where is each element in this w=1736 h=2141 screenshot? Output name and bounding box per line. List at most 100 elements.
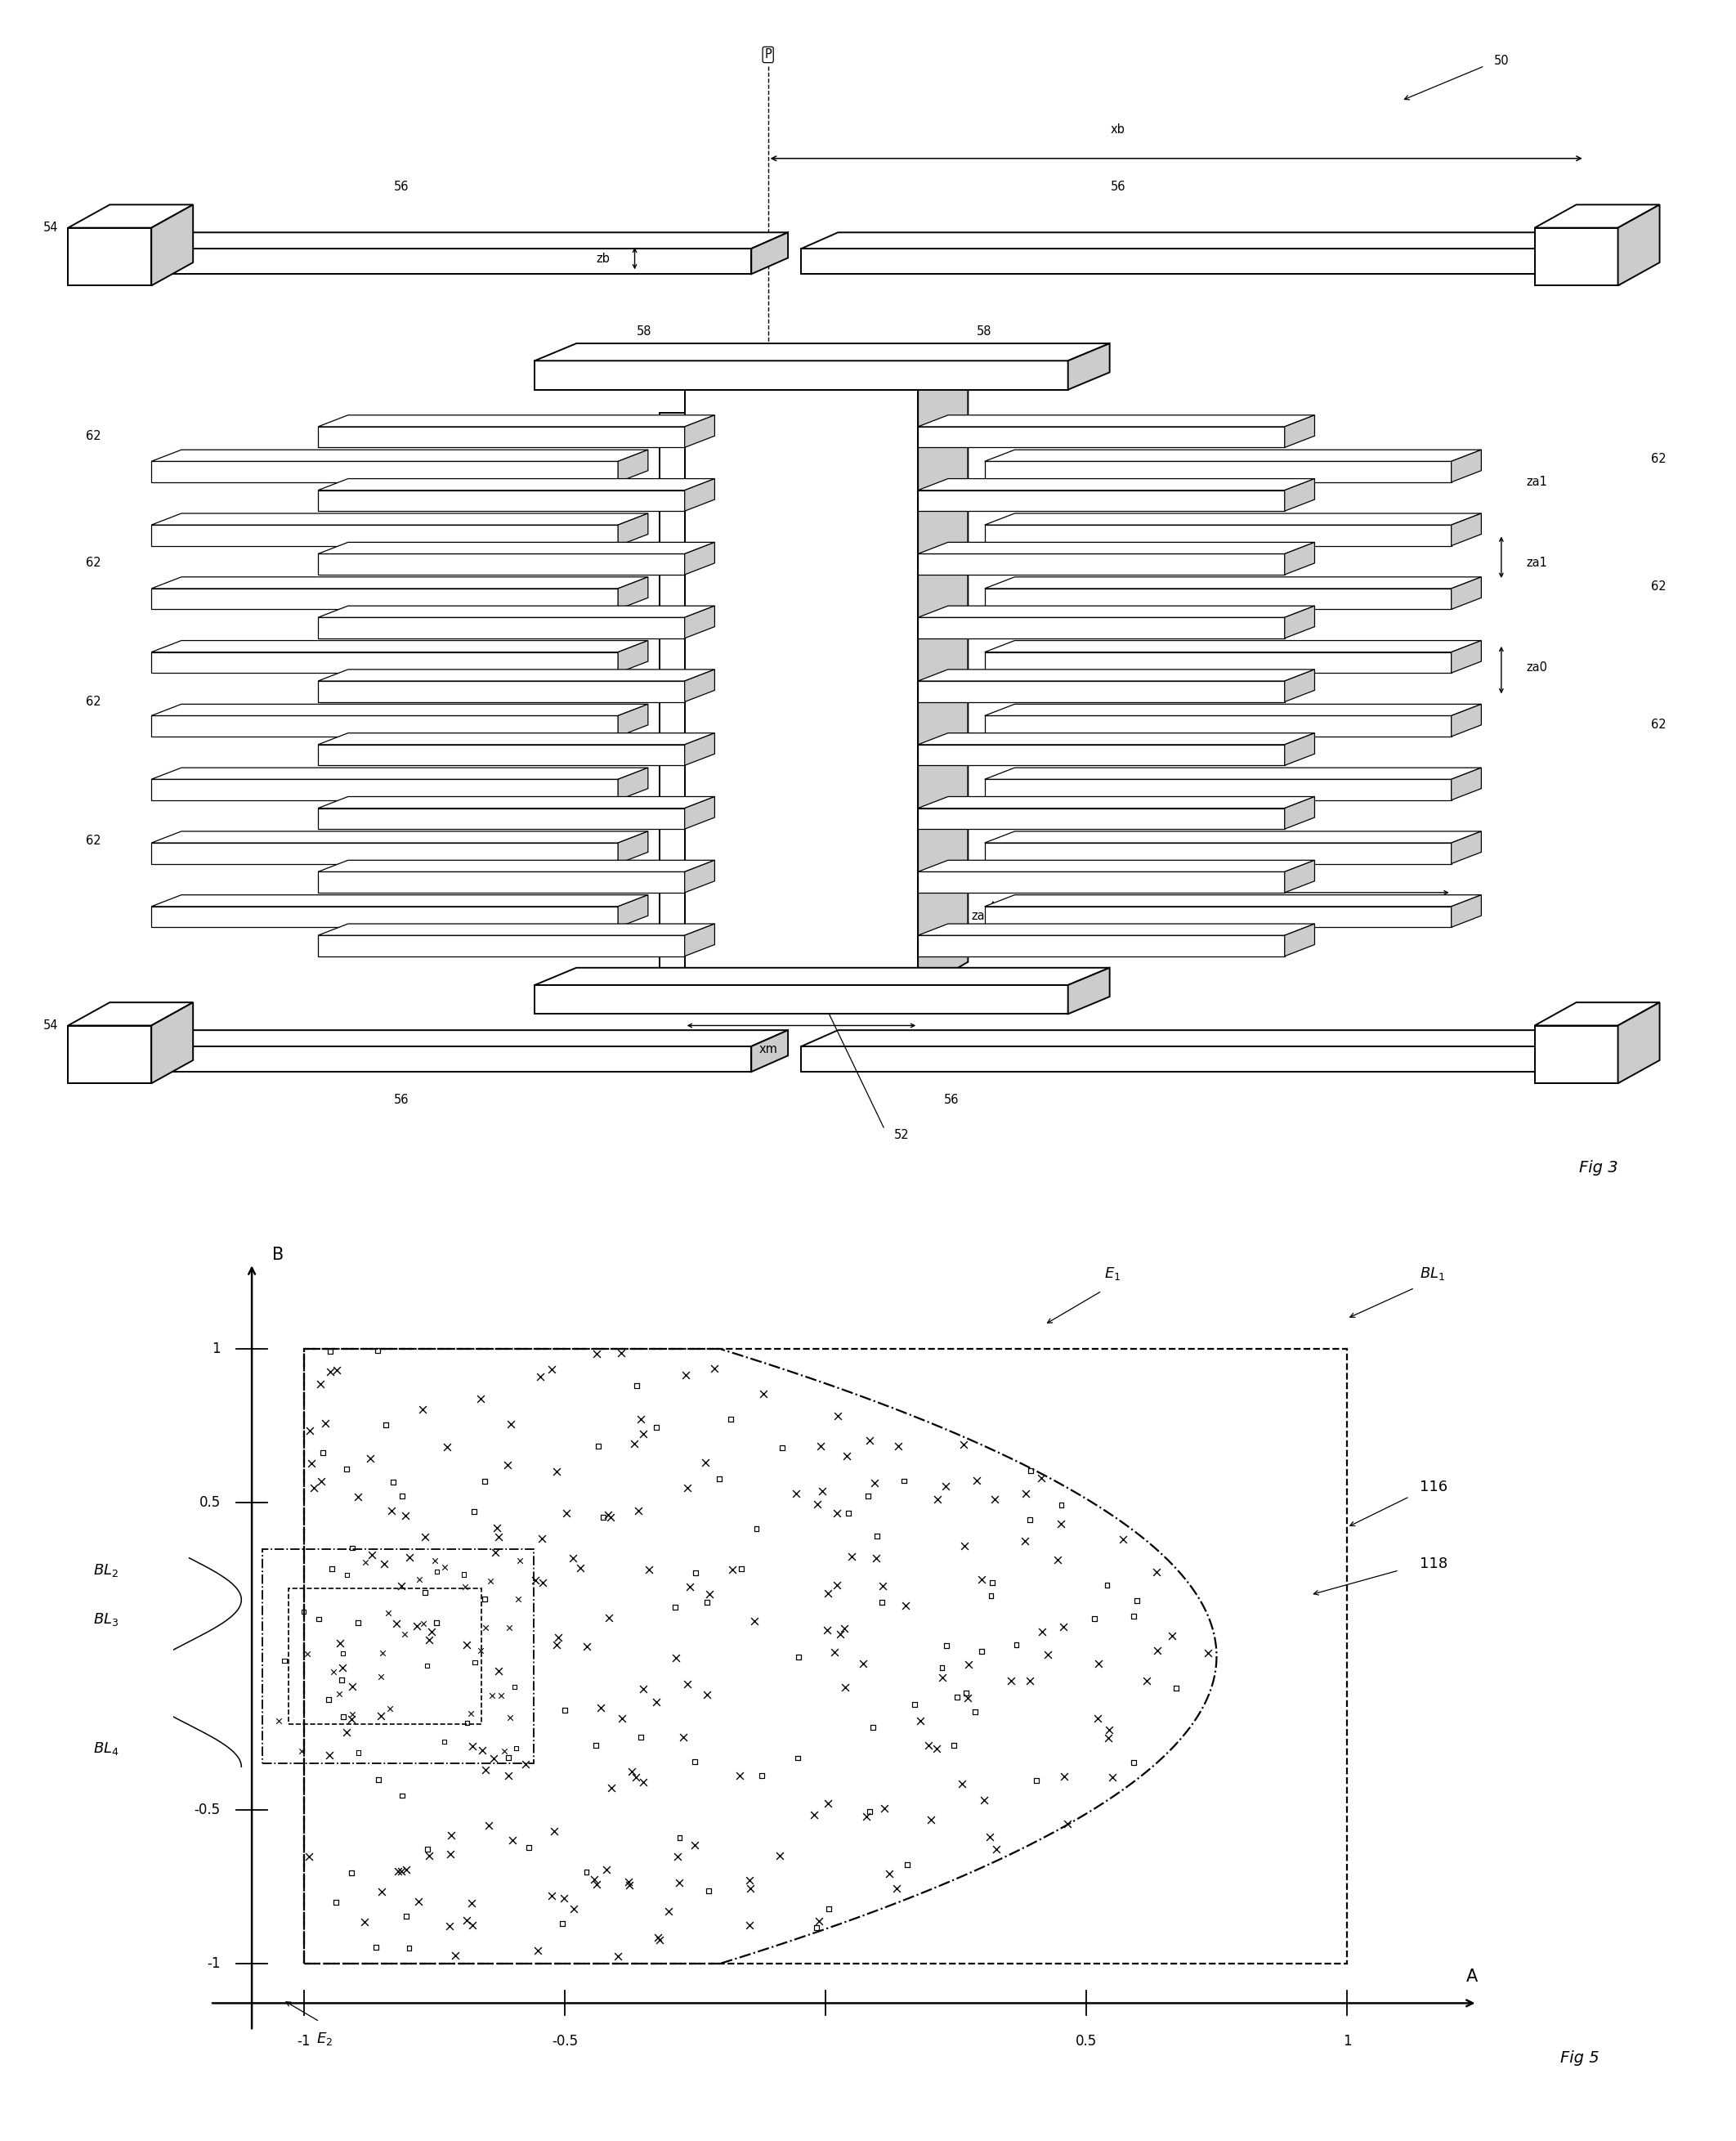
Point [422, 1606, 450, 1640]
Text: A: A [1467, 1968, 1477, 1985]
Point [404, 1884, 432, 1918]
Point [627, 1719, 654, 1753]
Point [623, 1368, 651, 1402]
Point [300, 1471, 328, 1505]
Point [996, 1664, 1024, 1698]
Point [615, 1865, 642, 1899]
Point [271, 1644, 299, 1679]
Polygon shape [1618, 206, 1660, 285]
Point [901, 1687, 929, 1721]
Point [375, 1691, 403, 1726]
Polygon shape [684, 732, 715, 764]
Text: 56: 56 [394, 180, 410, 193]
Point [1123, 1584, 1151, 1619]
Point [477, 1563, 505, 1597]
Point [806, 1903, 833, 1938]
Point [396, 1539, 424, 1574]
Point [871, 1792, 899, 1826]
Point [691, 1445, 719, 1479]
Point [396, 1931, 424, 1965]
Point [932, 1469, 960, 1503]
Point [929, 1661, 957, 1696]
Point [496, 1407, 524, 1441]
Point [1010, 1524, 1038, 1559]
Point [368, 1876, 396, 1910]
Polygon shape [918, 480, 1314, 490]
Point [1095, 1713, 1123, 1747]
Point [870, 1569, 898, 1604]
Point [290, 1595, 318, 1629]
Text: B: B [273, 1246, 283, 1263]
Text: $BL_2$: $BL_2$ [94, 1563, 118, 1578]
Polygon shape [318, 670, 715, 681]
Point [316, 1334, 344, 1368]
Text: 58: 58 [635, 938, 651, 951]
Polygon shape [684, 360, 969, 390]
Point [814, 1893, 842, 1927]
Point [496, 1700, 524, 1734]
Point [372, 1409, 399, 1443]
Point [316, 1355, 344, 1390]
Point [743, 1512, 771, 1546]
Polygon shape [802, 233, 1621, 248]
Point [832, 1612, 859, 1646]
Text: 0.5: 0.5 [1076, 2034, 1097, 2049]
Polygon shape [151, 906, 618, 927]
Polygon shape [984, 450, 1481, 460]
Point [854, 1479, 882, 1514]
Point [694, 1873, 722, 1908]
Point [823, 1497, 851, 1531]
Polygon shape [1535, 227, 1618, 285]
Point [545, 1621, 573, 1655]
Polygon shape [318, 807, 684, 829]
Polygon shape [151, 450, 648, 460]
Point [943, 1681, 970, 1715]
Text: 54: 54 [43, 223, 59, 233]
Text: za1: za1 [1526, 475, 1547, 488]
Point [495, 1610, 523, 1644]
Polygon shape [1285, 415, 1314, 447]
Polygon shape [1451, 514, 1481, 546]
Point [1161, 1670, 1189, 1704]
Text: 116: 116 [1420, 1479, 1448, 1494]
Point [618, 1756, 646, 1790]
Point [1083, 1702, 1111, 1736]
Polygon shape [1618, 1002, 1660, 1083]
Point [319, 1655, 347, 1689]
Text: -0.5: -0.5 [552, 2034, 578, 2049]
Point [924, 1482, 951, 1516]
Point [977, 1578, 1005, 1612]
Point [885, 1430, 913, 1464]
Point [948, 1766, 976, 1801]
Polygon shape [918, 555, 1285, 574]
Point [736, 1863, 764, 1897]
Point [484, 1520, 512, 1554]
Point [597, 1771, 625, 1805]
Polygon shape [1535, 1002, 1660, 1026]
Point [325, 1676, 352, 1711]
Point [450, 1557, 477, 1591]
Polygon shape [151, 831, 648, 844]
Point [458, 1730, 486, 1764]
Polygon shape [318, 542, 715, 555]
Point [825, 1398, 852, 1432]
Point [1035, 1638, 1062, 1672]
Point [661, 1591, 689, 1625]
Text: 56: 56 [1111, 180, 1125, 193]
Point [358, 1537, 385, 1571]
Polygon shape [318, 936, 684, 957]
Point [875, 1856, 903, 1891]
Text: za1: za1 [1526, 557, 1547, 570]
Point [628, 1417, 656, 1452]
Polygon shape [918, 681, 1285, 702]
Point [387, 1854, 415, 1888]
Polygon shape [318, 606, 715, 617]
Point [528, 1520, 556, 1554]
Point [415, 1623, 443, 1657]
Point [392, 1899, 420, 1933]
Text: P: P [764, 49, 771, 60]
Point [863, 1518, 891, 1552]
Point [1054, 1807, 1082, 1841]
Polygon shape [618, 640, 648, 672]
Point [328, 1651, 356, 1685]
